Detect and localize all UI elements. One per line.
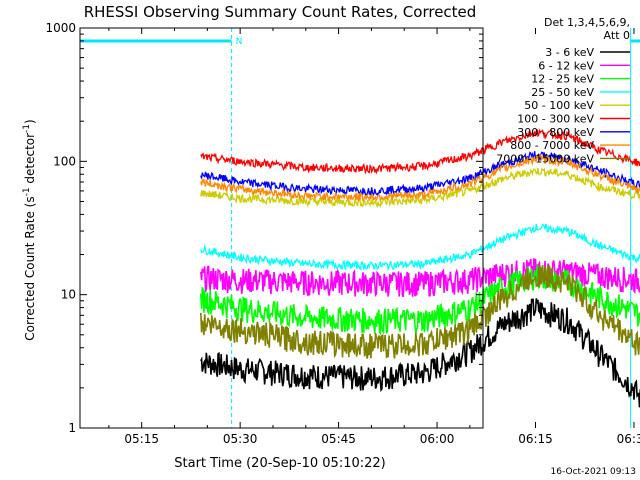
legend-label-6: 300 - 800 keV — [517, 126, 594, 139]
y-tick-label-2: 100 — [53, 154, 76, 168]
y-label-main: Corrected Count Rate (s — [23, 196, 37, 340]
legend-label-8: 7000 - 15000 keV — [496, 152, 594, 165]
y-label-mid: detector — [23, 133, 37, 188]
x-tick-label-1: 05:30 — [223, 432, 258, 446]
plot-frame — [79, 27, 484, 429]
y-tick-label-1: 10 — [61, 288, 76, 302]
y-label-end: ) — [23, 119, 37, 124]
n-marker: N — [236, 37, 243, 47]
series-line-8 — [200, 264, 640, 359]
y-tick-label-3: 1000 — [45, 21, 76, 35]
series-line-1 — [200, 258, 640, 298]
series-line-3 — [200, 223, 640, 272]
x-tick-label-0: 05:15 — [124, 432, 159, 446]
series-line-0 — [200, 298, 640, 408]
series-line-5 — [200, 128, 640, 175]
y-label-sup-2: -1 — [22, 124, 32, 133]
x-tick-label-3: 06:00 — [420, 432, 455, 446]
series-line-6 — [200, 151, 640, 197]
legend-label-3: 25 - 50 keV — [531, 86, 594, 99]
legend-label-1: 6 - 12 keV — [538, 59, 594, 72]
series-line-2 — [200, 265, 640, 336]
legend-header-1: Det 1,3,4,5,6,9, — [544, 16, 630, 29]
legend-label-0: 3 - 6 keV — [545, 46, 594, 59]
x-tick-label-5: 06:30 — [617, 432, 640, 446]
series-line-7 — [200, 153, 640, 203]
legend-label-7: 800 - 7000 keV — [510, 139, 594, 152]
y-tick-label-0: 1 — [68, 421, 76, 435]
x-tick-label-2: 05:45 — [321, 432, 356, 446]
x-axis-label: Start Time (20-Sep-10 05:10:22) — [174, 456, 385, 471]
legend-header-2: Att 0 — [604, 29, 630, 42]
series-layer — [200, 128, 640, 408]
chart-title: RHESSI Observing Summary Count Rates, Co… — [84, 3, 477, 21]
x-tick-label-4: 06:15 — [518, 432, 553, 446]
y-label-sup-1: -1 — [22, 187, 32, 196]
tick-labels: 05:1505:3005:4506:0006:1506:3006:4511010… — [45, 21, 640, 446]
y-axis-label: Corrected Count Rate (s-1 detector-1) — [22, 119, 37, 340]
axes — [79, 27, 635, 429]
legend-label-5: 100 - 300 keV — [517, 113, 594, 126]
legend-label-4: 50 - 100 keV — [524, 99, 594, 112]
legend-label-2: 12 - 25 keV — [531, 73, 594, 86]
timestamp: 16-Oct-2021 09:13 — [551, 467, 636, 477]
series-line-4 — [200, 167, 640, 209]
